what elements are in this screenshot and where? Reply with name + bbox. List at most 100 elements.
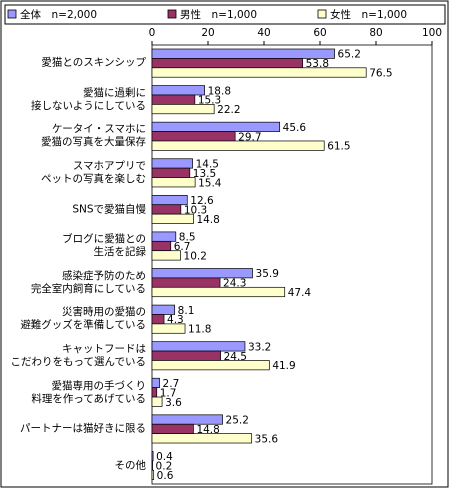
category-label: 災害時用の愛猫の 避難グッズを準備している — [20, 306, 146, 332]
bar — [151, 451, 154, 462]
bar — [151, 304, 176, 315]
bar — [151, 240, 172, 252]
category-label: 愛猫とのスキンシップ — [41, 56, 146, 69]
data-label: 33.2 — [248, 341, 271, 353]
bar — [151, 250, 181, 261]
bar — [151, 58, 303, 69]
data-label: 1.7 — [160, 387, 177, 399]
category-label: 愛猫専用の手づくり 料理を作ってあげている — [31, 379, 146, 405]
bar — [151, 469, 155, 480]
data-label: 47.4 — [288, 287, 312, 299]
bar — [151, 177, 196, 188]
legend-swatch — [7, 9, 17, 19]
data-label: 45.6 — [283, 122, 307, 134]
data-label: 3.6 — [165, 397, 182, 409]
data-label: 0.2 — [156, 461, 173, 473]
bar — [151, 387, 158, 398]
data-label: 14.8 — [196, 424, 219, 436]
bar — [151, 67, 367, 78]
category-label: パートナーは猫好きに限る — [20, 422, 146, 435]
data-label: 15.3 — [198, 95, 221, 107]
data-label: 10.3 — [184, 204, 207, 216]
x-tick-label: 0 — [149, 27, 156, 39]
x-tick-label: 40 — [257, 27, 270, 39]
bar — [151, 433, 253, 444]
data-label: 4.3 — [167, 314, 184, 326]
bar — [151, 350, 221, 361]
bar — [151, 341, 246, 352]
data-label: 35.9 — [256, 268, 279, 280]
plot-area — [151, 44, 433, 485]
data-label: 8.1 — [178, 305, 195, 317]
bar — [151, 158, 193, 169]
x-tick-label: 60 — [313, 27, 326, 39]
data-label: 25.2 — [226, 415, 249, 427]
data-label: 35.6 — [255, 433, 279, 445]
category-label: ケータイ・スマホに 愛猫の写真を大量保存 — [41, 123, 146, 149]
category-label: 感染症予防のため 完全室内飼育にしている — [30, 269, 146, 295]
legend-label: 女性 n=1,000 — [330, 8, 407, 21]
data-label: 29.7 — [238, 131, 261, 143]
data-label: 53.8 — [306, 58, 329, 70]
legend-label: 全体 n=2,000 — [20, 8, 97, 21]
data-label: 76.5 — [369, 68, 392, 80]
data-label: 2.7 — [163, 378, 180, 390]
bar — [151, 194, 188, 206]
category-label: ブログに愛猫との 生活を記録 — [62, 233, 146, 259]
data-label: 65.2 — [338, 49, 361, 61]
bar — [151, 396, 163, 407]
bar — [151, 85, 205, 96]
bar — [151, 286, 286, 298]
data-label: 22.2 — [217, 104, 240, 116]
bar — [151, 460, 153, 471]
x-tick-label: 80 — [369, 27, 382, 39]
category-label: スマホアプリで ペットの写真を楽しむ — [41, 160, 146, 186]
data-label: 0.4 — [156, 451, 173, 463]
bar — [151, 268, 253, 279]
data-label: 11.8 — [188, 324, 211, 336]
data-label: 15.4 — [198, 177, 222, 189]
data-label: 18.8 — [208, 85, 231, 97]
bar — [151, 121, 281, 132]
bar — [151, 423, 194, 434]
data-label: 14.8 — [196, 214, 219, 226]
category-label: 愛猫に過剰に 接しないようにしている — [31, 86, 146, 112]
bar — [151, 323, 186, 334]
data-label: 0.6 — [157, 470, 174, 482]
bar — [151, 167, 191, 178]
data-label: 8.5 — [179, 232, 196, 244]
category-label: キャットフードは こだわりをもって選んでいる — [10, 342, 146, 368]
legend-box — [4, 4, 446, 25]
data-label: 24.5 — [224, 351, 247, 363]
bar — [151, 104, 215, 115]
bar — [151, 131, 236, 142]
bar — [151, 360, 270, 371]
bar — [151, 140, 325, 151]
data-label: 10.2 — [184, 250, 207, 262]
data-label: 24.3 — [223, 278, 246, 290]
bar — [151, 314, 165, 325]
legend-label: 男性 n=1,000 — [180, 8, 257, 21]
category-label: その他 — [114, 459, 147, 472]
data-label: 6.7 — [174, 241, 191, 253]
data-label: 12.6 — [190, 195, 214, 207]
bar — [151, 48, 335, 59]
data-label: 14.5 — [196, 158, 219, 170]
bar — [151, 377, 160, 388]
legend-swatch — [167, 9, 177, 19]
bar — [151, 277, 221, 288]
data-label: 13.5 — [193, 168, 216, 180]
category-label: SNSで愛猫自慢 — [72, 203, 146, 216]
data-label: 61.5 — [327, 141, 350, 153]
bar — [151, 231, 177, 242]
bar — [151, 94, 196, 105]
bar — [151, 204, 182, 215]
bar — [151, 213, 194, 224]
bar — [151, 414, 223, 425]
legend-swatch — [317, 9, 327, 19]
x-tick-label: 20 — [201, 27, 214, 39]
data-label: 41.9 — [272, 360, 295, 372]
